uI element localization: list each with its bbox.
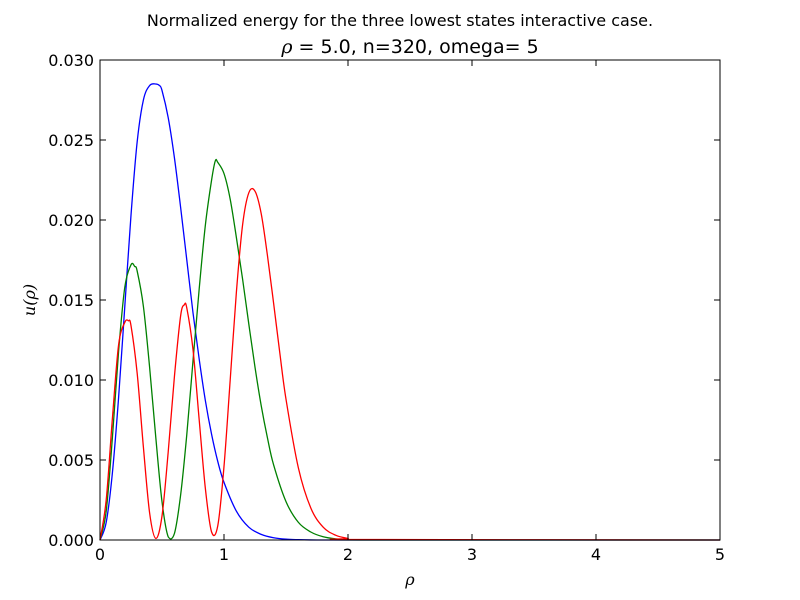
y-tick-label: 0.005 xyxy=(48,451,94,470)
series-line-2 xyxy=(99,158,721,541)
y-tick-label: 0.010 xyxy=(48,371,94,390)
x-tick-label: 3 xyxy=(467,545,477,564)
y-tick-label: 0.025 xyxy=(48,131,94,150)
x-tick-labels: 0 1 2 3 4 5 xyxy=(95,545,725,564)
x-tick-label: 2 xyxy=(343,545,353,564)
x-tick-label: 4 xyxy=(591,545,601,564)
y-tick-labels: 0.000 0.005 0.010 0.015 0.020 0.025 0.030 xyxy=(48,51,94,550)
chart-title: ρ = 5.0, n=320, omega= 5 xyxy=(280,36,538,58)
y-tick-label: 0.015 xyxy=(48,291,94,310)
y-tick-label: 0.020 xyxy=(48,211,94,230)
plot-area xyxy=(100,60,720,540)
chart-title-rest: = 5.0, n=320, omega= 5 xyxy=(292,36,538,58)
y-axis-label: u(ρ) xyxy=(20,284,39,316)
chart-title-symbol: ρ xyxy=(280,36,293,58)
x-tick-label: 0 xyxy=(95,545,105,564)
series-line-3 xyxy=(99,187,721,541)
chart-suptitle: Normalized energy for the three lowest s… xyxy=(147,11,653,30)
x-tick-label: 5 xyxy=(715,545,725,564)
plot-frame xyxy=(99,59,721,541)
y-tick-label: 0.000 xyxy=(48,531,94,550)
x-tick-label: 1 xyxy=(219,545,229,564)
y-tick-label: 0.030 xyxy=(48,51,94,70)
x-axis-label: ρ xyxy=(404,570,415,589)
